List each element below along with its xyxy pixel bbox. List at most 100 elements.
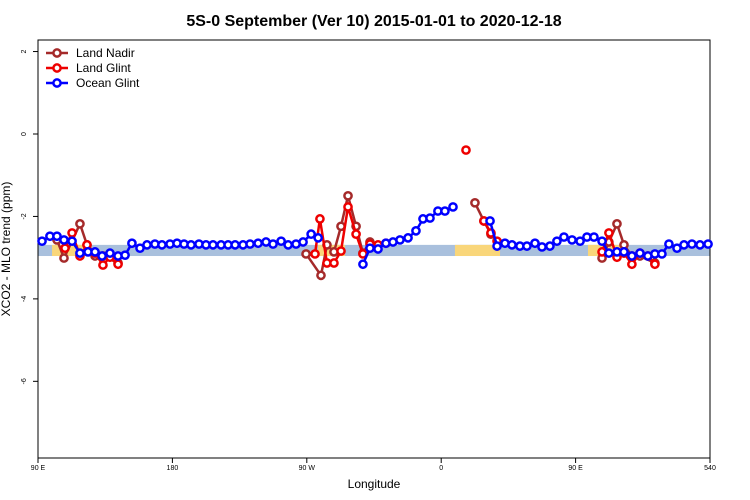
data-point — [627, 251, 637, 261]
data-point — [589, 232, 599, 242]
data-point — [530, 238, 540, 249]
data-point — [127, 238, 137, 249]
legend-label: Land Nadir — [76, 46, 135, 60]
data-point — [650, 259, 660, 270]
legend-marker — [52, 78, 62, 88]
legend-label: Ocean Glint — [76, 76, 140, 90]
x-axis-label: Longitude — [348, 477, 401, 491]
data-point — [310, 249, 320, 259]
band-highlight — [454, 244, 501, 257]
data-point — [186, 240, 196, 250]
data-point — [522, 241, 532, 251]
data-point — [604, 228, 614, 238]
data-point — [52, 231, 62, 242]
data-point — [373, 244, 383, 254]
y-tick-label: 0 — [21, 132, 28, 136]
data-point — [395, 235, 405, 245]
data-point — [105, 248, 115, 258]
data-point — [440, 206, 450, 216]
data-point — [485, 216, 495, 226]
data-point — [537, 242, 547, 252]
data-point — [545, 241, 555, 251]
data-point — [67, 228, 77, 238]
y-tick-label: -6 — [21, 378, 28, 384]
y-axis-label: XCO2 - MLO trend (ppm) — [0, 182, 13, 317]
data-point — [97, 251, 107, 261]
data-point — [276, 236, 286, 247]
y-tick-label: -2 — [21, 213, 28, 219]
data-point — [157, 240, 167, 250]
data-point — [657, 249, 667, 259]
legend-marker — [52, 48, 62, 58]
data-point — [37, 236, 47, 247]
data-point — [448, 202, 458, 212]
legend-marker — [52, 63, 62, 73]
x-tick-label: 90 W — [299, 465, 316, 472]
legend-label: Land Glint — [76, 61, 131, 75]
data-point — [612, 219, 622, 229]
data-point — [664, 239, 674, 249]
data-point — [358, 259, 368, 270]
data-point — [687, 239, 697, 249]
data-point — [336, 246, 346, 256]
data-point — [113, 259, 123, 270]
data-point — [619, 247, 629, 257]
data-point — [604, 248, 614, 258]
data-point — [120, 250, 130, 261]
y-tick-label: 2 — [21, 49, 28, 53]
data-point — [329, 258, 339, 268]
data-point — [230, 240, 240, 250]
data-point — [351, 229, 361, 240]
data-point — [695, 240, 705, 250]
data-point — [507, 240, 517, 250]
data-point — [59, 253, 69, 263]
data-point — [75, 248, 85, 258]
data-point — [343, 190, 353, 201]
band-highlight — [52, 244, 90, 257]
data-point — [208, 240, 218, 250]
data-point — [559, 232, 569, 242]
x-tick-label: 90 E — [568, 465, 583, 472]
data-point — [315, 214, 325, 224]
data-point — [470, 197, 480, 208]
data-point — [403, 233, 413, 243]
data-point — [635, 248, 645, 258]
data-point — [365, 243, 375, 254]
data-point — [59, 235, 69, 245]
data-point — [90, 247, 100, 257]
data-point — [75, 219, 85, 229]
data-point — [627, 259, 637, 270]
data-point — [313, 233, 323, 243]
data-point — [268, 239, 278, 249]
x-tick-label: 540 — [704, 465, 716, 472]
data-point — [411, 226, 421, 236]
data-point — [301, 249, 311, 259]
plot-frame — [37, 39, 711, 459]
data-point — [245, 239, 255, 249]
data-point — [67, 236, 77, 247]
data-point — [60, 243, 70, 254]
data-point — [597, 236, 607, 247]
data-point — [461, 145, 471, 155]
data-point — [306, 229, 316, 240]
data-point — [679, 240, 689, 250]
y-tick-label: -4 — [21, 296, 28, 302]
chart-title: 5S-0 September (Ver 10) 2015-01-01 to 20… — [186, 13, 561, 30]
data-point — [98, 260, 108, 270]
data-point — [552, 236, 562, 247]
data-point — [575, 236, 585, 247]
x-tick-label: 90 E — [31, 465, 46, 472]
data-point — [492, 241, 502, 251]
data-point — [425, 213, 435, 223]
data-point — [298, 237, 308, 247]
data-point — [343, 202, 353, 212]
data-point — [567, 235, 577, 245]
data-point — [703, 239, 713, 249]
data-point — [283, 240, 293, 250]
data-point — [316, 270, 326, 281]
x-tick-label: 0 — [439, 465, 443, 472]
x-tick-label: 180 — [167, 465, 179, 472]
data-point — [253, 238, 263, 249]
